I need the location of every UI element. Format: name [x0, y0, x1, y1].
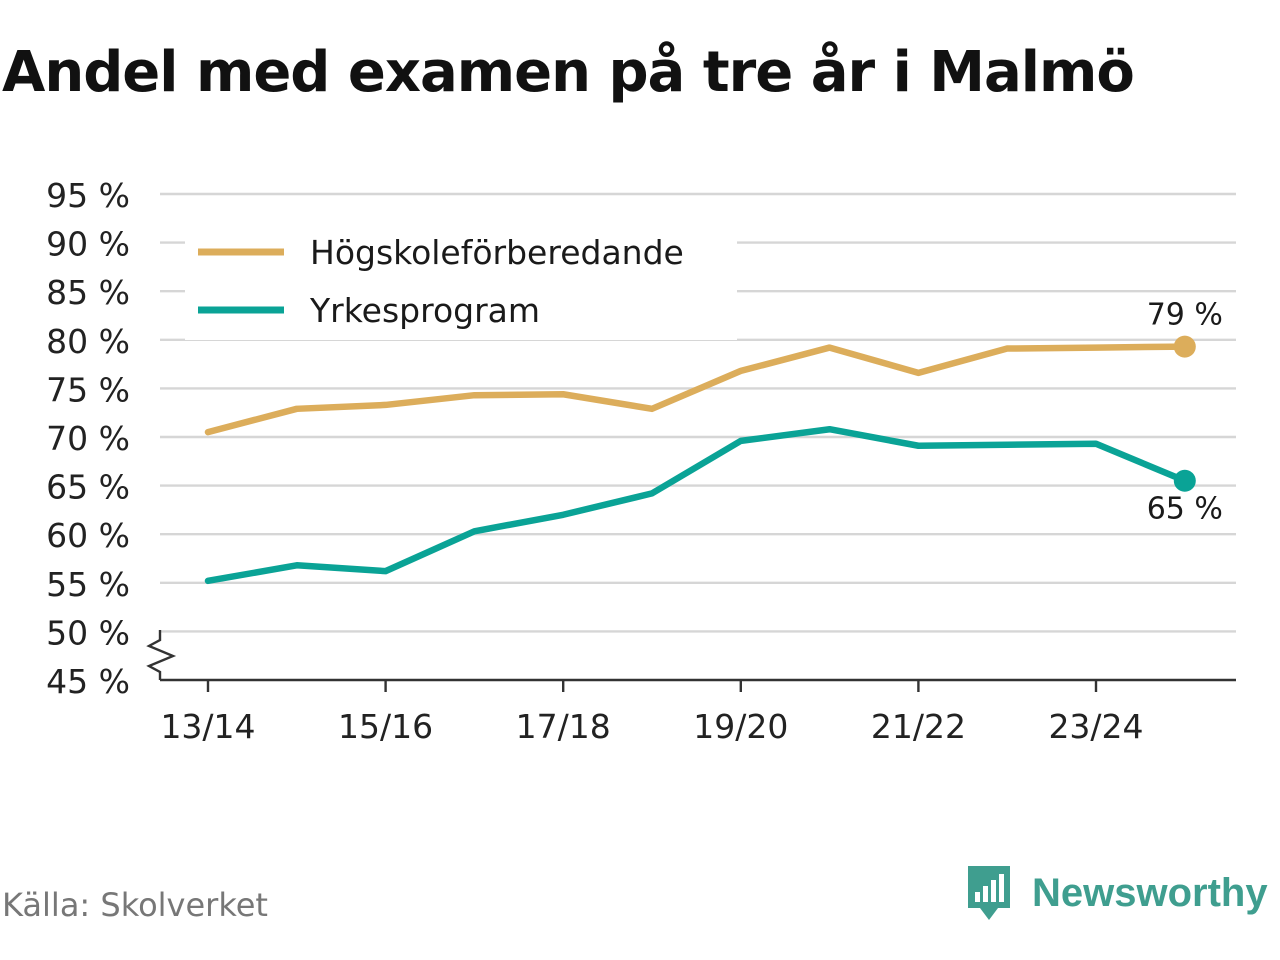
- newsworthy-logo-icon: [968, 866, 1010, 920]
- y-tick-label: 70 %: [46, 419, 130, 458]
- y-tick-label: 95 %: [46, 176, 130, 215]
- x-tick-label: 17/18: [516, 707, 611, 746]
- end-point-marker: [1173, 335, 1196, 358]
- series-line: [204, 343, 1189, 436]
- y-tick-label: 75 %: [46, 370, 130, 409]
- source-note: Källa: Skolverket: [2, 886, 268, 924]
- brand-name: Newsworthy: [1032, 870, 1268, 915]
- end-point-marker: [1173, 469, 1196, 492]
- x-tick-label: 15/16: [338, 707, 433, 746]
- brand-logo: Newsworthy: [964, 862, 1268, 924]
- y-tick-label: 65 %: [46, 468, 130, 507]
- x-tick-label: 21/22: [871, 707, 966, 746]
- y-axis-ticks: 45 % 50 % 55 % 60 % 65 % 70 % 75 % 80 % 85 % 90 %…: [46, 176, 177, 701]
- legend: Högskoleförberedande Yrkesprogram: [185, 222, 737, 340]
- y-tick-label: 55 %: [46, 565, 130, 604]
- y-tick-label: 50 %: [46, 613, 130, 652]
- legend-label: Yrkesprogram: [309, 291, 540, 330]
- series-lines: 79 % 65 %: [204, 298, 1223, 585]
- chart-title: Andel med examen på tre år i Malmö: [2, 40, 1135, 105]
- series-line: [204, 425, 1189, 585]
- y-tick-label: 80 %: [46, 322, 130, 361]
- end-value-label: 79 %: [1147, 298, 1223, 333]
- x-tick-label: 23/24: [1048, 707, 1143, 746]
- y-tick-label: 60 %: [46, 516, 130, 555]
- x-axis: 13/14 15/16 17/18 19/20 21/22 23/24: [160, 678, 1236, 746]
- y-tick-label: 45 %: [46, 662, 130, 701]
- y-tick-label: 85 %: [46, 273, 130, 312]
- axis-break-icon: [146, 630, 177, 680]
- legend-label: Högskoleförberedande: [310, 233, 684, 272]
- end-value-label: 65 %: [1147, 492, 1223, 527]
- legend-background: [185, 222, 737, 340]
- x-tick-label: 19/20: [693, 707, 788, 746]
- y-tick-label: 90 %: [46, 225, 130, 264]
- x-tick-label: 13/14: [160, 707, 255, 746]
